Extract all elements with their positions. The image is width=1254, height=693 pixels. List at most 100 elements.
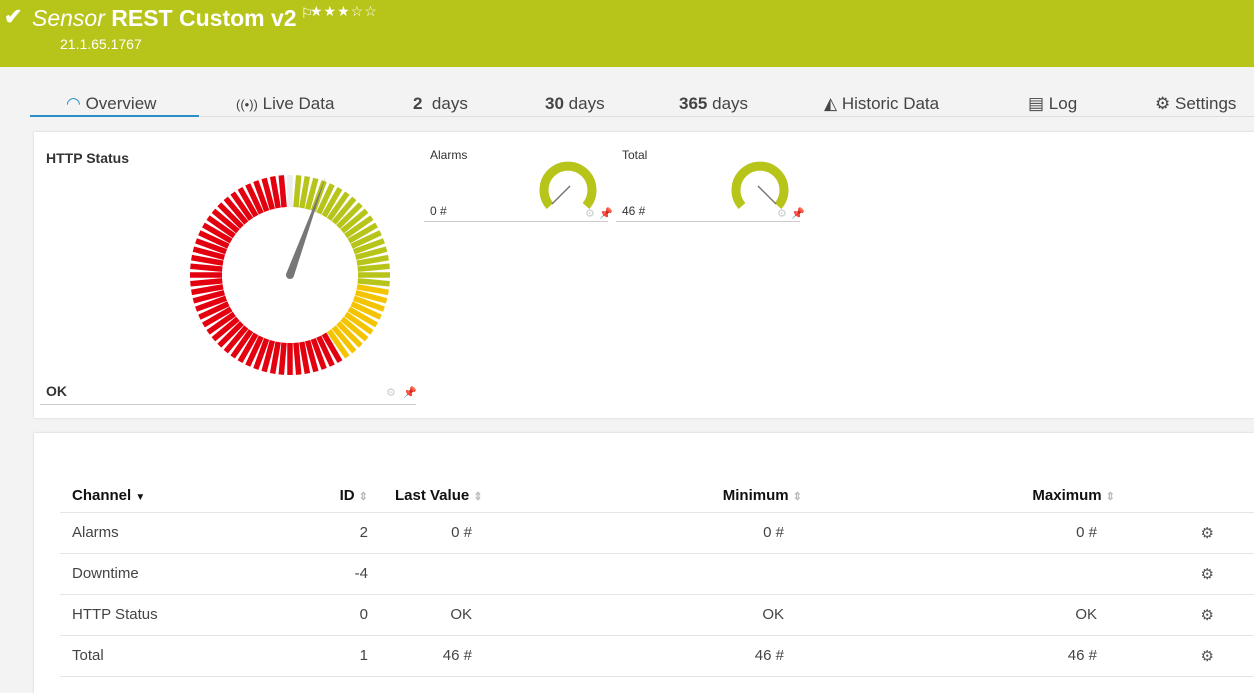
tab-historic-data[interactable]: ◭ Historic Data	[824, 94, 940, 113]
gauge-segment	[192, 289, 226, 304]
divider	[40, 404, 416, 405]
tab-2-days[interactable]: 2 days	[413, 94, 468, 113]
cell-maximum: 0 #	[802, 512, 1115, 554]
gauge-segment	[299, 341, 311, 374]
table-row[interactable]: Downtime -4 ⚙	[60, 553, 1254, 595]
gear-icon[interactable]: ⚙	[585, 208, 595, 220]
gauge-segment	[245, 183, 264, 215]
gauge-segment	[352, 238, 385, 255]
gauge-segment	[261, 339, 276, 373]
tab-settings[interactable]: ⚙ Settings	[1155, 94, 1237, 113]
gauge-segment	[211, 316, 240, 342]
gauge-segment	[331, 325, 357, 354]
gauge-segment	[321, 187, 343, 218]
cell-minimum	[490, 553, 802, 595]
gauge-segment	[190, 263, 223, 272]
tab-365-days[interactable]: 365 days	[679, 94, 749, 113]
cell-last-value	[368, 553, 490, 595]
channel-settings-icon[interactable]: ⚙	[1115, 512, 1254, 554]
cell-channel: Downtime	[60, 553, 260, 595]
cell-maximum: 46 #	[802, 635, 1115, 677]
flag-icon[interactable]: ⚐	[300, 5, 314, 21]
col-last-value[interactable]: Last Value ⇕	[368, 480, 490, 513]
gauge-segment	[261, 177, 276, 211]
gauge-segment	[202, 222, 233, 244]
gauge-segment	[331, 196, 357, 225]
gauge-segment	[278, 342, 287, 375]
gauge-segment	[304, 339, 319, 373]
sensor-header: ✔ Sensor REST Custom v2 ⚐ ★★★☆☆ 21.1.65.1…	[0, 0, 1254, 67]
gauge-segment	[310, 337, 327, 370]
gauge-segment	[206, 311, 236, 335]
col-channel[interactable]: Channel ▼	[60, 480, 260, 513]
cell-channel: Total	[60, 635, 260, 677]
col-maximum[interactable]: Maximum ⇕	[802, 480, 1115, 513]
gauge-title: HTTP Status	[46, 150, 129, 166]
col-minimum[interactable]: Minimum ⇕	[490, 480, 802, 513]
gauge-segment	[299, 176, 311, 209]
divider	[616, 221, 800, 222]
table-row[interactable]: Alarms 2 0 #0 #0 # ⚙	[60, 512, 1254, 554]
channel-settings-icon[interactable]: ⚙	[1115, 553, 1254, 595]
pin-icon[interactable]: 📌	[599, 208, 613, 220]
sort-desc-icon: ▼	[135, 492, 146, 504]
channel-settings-icon[interactable]: ⚙	[1115, 594, 1254, 636]
priority-stars[interactable]: ★★★☆☆	[310, 3, 378, 19]
gauge-segment	[316, 335, 335, 367]
gauge-segment	[230, 329, 254, 359]
cell-id: 1	[260, 635, 368, 677]
gauge-segment	[293, 175, 302, 208]
gauge-segment	[340, 316, 369, 342]
tab-overview[interactable]: ◠ Overview	[30, 94, 199, 117]
gauge-segment	[217, 202, 244, 229]
gear-icon[interactable]: ⚙	[386, 387, 396, 399]
gauge-segment	[350, 230, 382, 249]
table-row[interactable]: Total 1 46 #46 #46 # ⚙	[60, 635, 1254, 677]
check-icon: ✔	[4, 4, 23, 29]
cell-id: -4	[260, 553, 368, 595]
gauge-segment	[356, 254, 389, 266]
alarms-title: Alarms	[430, 148, 468, 162]
cell-last-value: 0 #	[368, 512, 490, 554]
gauge-segment	[344, 311, 374, 335]
sensor-title: Sensor REST Custom v2 ⚐	[32, 5, 314, 31]
gauge-segment	[223, 196, 249, 225]
gauge-segment	[253, 337, 270, 370]
http-status-gauge	[190, 175, 390, 375]
broadcast-icon: ((•))	[236, 97, 258, 112]
gauge-segment	[321, 332, 343, 363]
gauge-segment	[278, 175, 287, 208]
gauge-needle	[286, 177, 326, 277]
gauge-segment	[357, 278, 390, 287]
cell-minimum: OK	[490, 594, 802, 636]
gauge-segment	[357, 263, 390, 272]
gauge-segment	[352, 295, 385, 312]
tab-bar: ◠ Overview ((•)) Live Data 2 days 30 day…	[30, 90, 1254, 117]
gauge-icon: ◠	[66, 94, 81, 113]
gauge-segment	[190, 278, 223, 287]
gauge-segment	[211, 208, 240, 234]
gauge-segment	[340, 208, 369, 234]
cell-minimum: 0 #	[490, 512, 802, 554]
tab-live-data[interactable]: ((•)) Live Data	[236, 94, 335, 113]
pin-icon[interactable]: 📌	[791, 208, 805, 220]
gauge-segment	[304, 177, 319, 211]
tab-log[interactable]: ▤ Log	[1028, 94, 1078, 113]
sort-icon: ⇕	[358, 491, 368, 504]
tab-30-days[interactable]: 30 days	[545, 94, 605, 113]
table-row[interactable]: HTTP Status 0 OK OK OK ⚙	[60, 594, 1254, 636]
gauge-segment	[237, 187, 259, 218]
pin-icon[interactable]: 📌	[403, 387, 417, 399]
cell-channel: HTTP Status	[60, 594, 260, 636]
gauge-segment	[202, 306, 233, 328]
gauge-segment	[192, 246, 226, 261]
total-title: Total	[622, 148, 648, 162]
cell-last-value: OK	[368, 594, 490, 636]
gear-icon[interactable]: ⚙	[777, 208, 787, 220]
gauge-segment	[350, 301, 382, 320]
channel-settings-icon[interactable]: ⚙	[1115, 635, 1254, 677]
channels-table: Channel ▼ ID ⇕ Last Value ⇕ Minimum ⇕ Ma…	[60, 480, 1254, 677]
gauge-segment	[198, 301, 230, 320]
col-id[interactable]: ID ⇕	[260, 480, 368, 513]
gear-icon: ⚙	[1155, 94, 1171, 113]
